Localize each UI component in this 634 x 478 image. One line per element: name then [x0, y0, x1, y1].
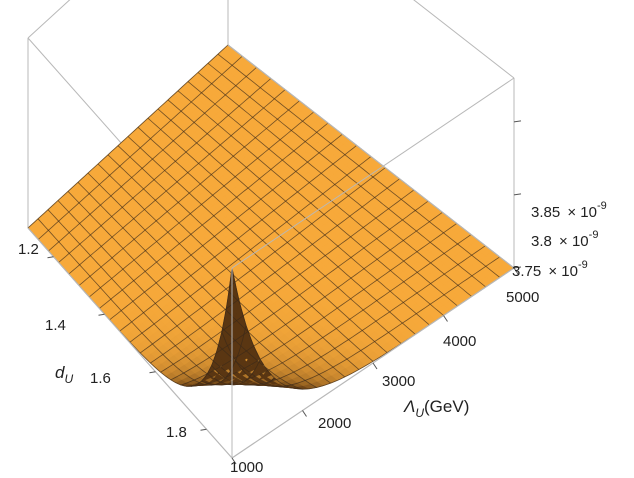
tick-mark [513, 120, 522, 123]
tick-mark [47, 256, 54, 259]
x-tick-label: 3000 [382, 373, 415, 390]
mesh-line [191, 223, 458, 387]
box-edge [27, 227, 233, 459]
tick-mark [513, 193, 522, 196]
z-axis-ticks: 3.85 × 10-9 3.8 × 10-9 3.75 × 10-9 [512, 200, 607, 280]
y-tick-label: 1.6 [90, 370, 111, 387]
x-axis-title: ΛU(GeV) [403, 397, 469, 420]
mesh-line [119, 144, 357, 332]
mesh-line [150, 178, 400, 364]
tick-mark [200, 428, 207, 431]
x-tick-label: 2000 [318, 415, 351, 432]
z-tick-label: 3.75 × 10-9 [512, 259, 588, 280]
bounding-box-front [27, 44, 522, 465]
y-axis-title: dU [55, 363, 73, 386]
box-edge [227, 44, 515, 269]
mesh-line [78, 100, 300, 286]
mesh-line [68, 89, 286, 275]
x-axis-ticks: 1000 2000 3000 4000 5000 [230, 289, 539, 476]
box-edge [231, 77, 515, 269]
y-tick-label: 1.4 [45, 317, 66, 334]
mesh-line [201, 234, 472, 386]
mesh-line [109, 133, 343, 321]
mesh-line [139, 167, 386, 354]
x-tick-label: 5000 [506, 289, 539, 306]
tick-mark [302, 410, 307, 417]
z-tick-label: 3.8 × 10-9 [531, 229, 598, 250]
x-tick-label: 1000 [230, 459, 263, 476]
mesh-line [48, 67, 257, 252]
mesh-line [170, 200, 429, 381]
x-tick-label: 4000 [443, 333, 476, 350]
tick-mark [513, 267, 519, 275]
mesh-line [211, 245, 486, 386]
surface-mesh [27, 44, 515, 390]
mesh-line [58, 78, 272, 263]
z-tick-label: 3.85 × 10-9 [531, 200, 607, 221]
y-tick-label: 1.8 [166, 424, 187, 441]
mesh-line [99, 122, 329, 309]
mesh-line [88, 111, 315, 298]
y-tick-label: 1.2 [18, 241, 39, 258]
mesh-line [37, 55, 243, 240]
y-axis-ticks: 1.2 1.4 1.6 1.8 [18, 241, 187, 441]
mesh-line [129, 156, 372, 343]
tick-mark [513, 266, 522, 269]
mesh-line [160, 189, 415, 373]
tick-mark [98, 313, 105, 316]
tick-mark [231, 457, 237, 465]
tick-mark [372, 362, 378, 370]
tick-mark [149, 371, 156, 374]
box-edge [27, 0, 71, 39]
tick-mark [443, 315, 448, 322]
box-edge [413, 0, 515, 79]
mesh-line [221, 256, 500, 388]
mesh-line [180, 211, 443, 386]
mesh-line [27, 44, 229, 229]
